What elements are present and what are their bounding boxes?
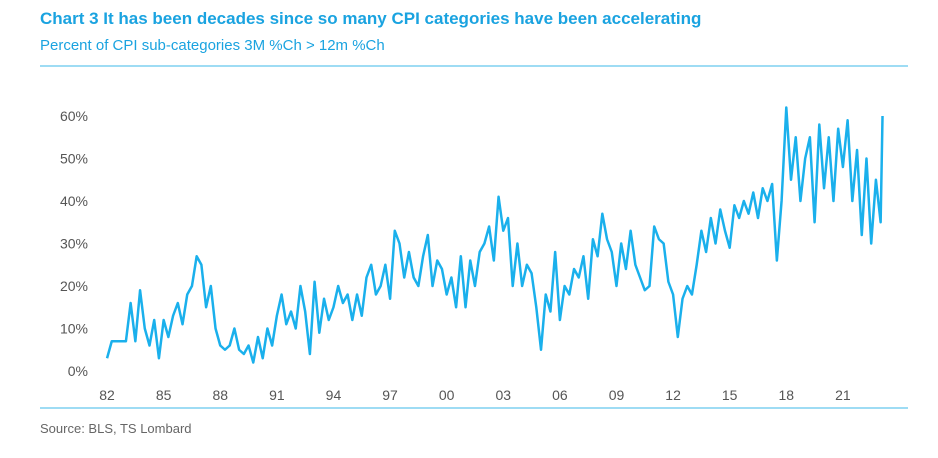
y-tick-label: 20% xyxy=(60,278,88,294)
x-tick-label: 03 xyxy=(495,387,511,403)
y-tick-label: 60% xyxy=(60,108,88,124)
x-tick-label: 85 xyxy=(156,387,172,403)
chart-title: Chart 3 It has been decades since so man… xyxy=(40,9,701,28)
x-tick-label: 82 xyxy=(99,387,115,403)
x-tick-label: 18 xyxy=(779,387,795,403)
x-tick-label: 91 xyxy=(269,387,285,403)
x-tick-label: 88 xyxy=(212,387,228,403)
y-tick-label: 10% xyxy=(60,321,88,337)
chart-subtitle: Percent of CPI sub-categories 3M %Ch > 1… xyxy=(40,37,385,54)
x-tick-label: 12 xyxy=(665,387,681,403)
y-tick-label: 40% xyxy=(60,193,88,209)
x-tick-label: 00 xyxy=(439,387,455,403)
x-tick-label: 21 xyxy=(835,387,851,403)
data-line xyxy=(105,106,884,364)
y-tick-label: 30% xyxy=(60,236,88,252)
y-tick-label: 50% xyxy=(60,151,88,167)
source: Source: BLS, TS Lombard xyxy=(40,421,192,436)
x-tick-label: 97 xyxy=(382,387,398,403)
x-tick-label: 15 xyxy=(722,387,738,403)
x-tick-label: 09 xyxy=(609,387,625,403)
x-tick-label: 06 xyxy=(552,387,568,403)
x-tick-label: 94 xyxy=(326,387,342,403)
y-tick-label: 0% xyxy=(68,363,88,379)
